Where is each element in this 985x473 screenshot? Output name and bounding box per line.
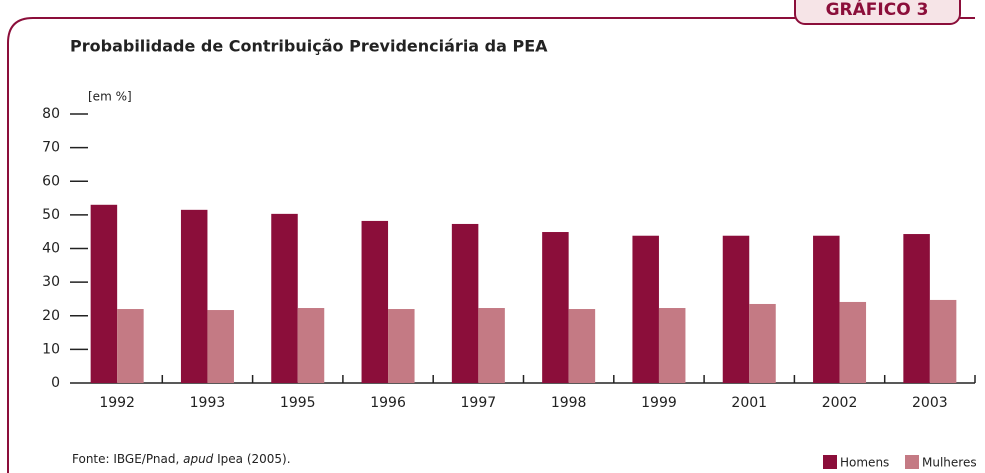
bar	[839, 301, 867, 383]
y-tick-label: 30	[42, 274, 60, 290]
bar	[813, 235, 840, 383]
bar	[207, 310, 234, 383]
x-tick-label: 1996	[370, 395, 406, 411]
source-text: Ipea (2005).	[213, 452, 290, 466]
legend-swatch	[905, 455, 919, 469]
bar	[722, 235, 750, 383]
tab	[794, 0, 961, 25]
y-tick-label: 40	[42, 241, 60, 257]
x-tick-label: 1995	[280, 395, 316, 411]
x-tick-label: 2001	[731, 395, 767, 411]
y-tick-label: 50	[42, 207, 60, 223]
frame	[7, 17, 975, 473]
source: Fonte: IBGE/Pnad, apud Ipea (2005).	[72, 452, 291, 466]
x-tick-label: 1998	[551, 395, 587, 411]
bar	[632, 235, 659, 383]
y-tick-label: 20	[42, 308, 60, 324]
tab-label: GRÁFICO 3	[826, 0, 929, 20]
y-tick-label: 80	[42, 106, 60, 122]
x-tick-label: 1999	[641, 395, 677, 411]
chart-title: Probabilidade de Contribuição Previdenci…	[70, 37, 548, 56]
legend-swatch	[823, 455, 837, 469]
y-tick-label: 70	[42, 140, 60, 156]
x-tick-label: 1993	[190, 395, 226, 411]
legend-label: Mulheres	[922, 456, 977, 470]
bar	[903, 234, 930, 383]
x-tick-label: 1992	[99, 395, 135, 411]
bar	[361, 220, 389, 383]
x-tick-label: 2003	[912, 395, 948, 411]
source-text: Fonte: IBGE/Pnad,	[72, 452, 183, 466]
legend-label: Homens	[840, 456, 889, 470]
bar	[271, 213, 298, 383]
bar	[297, 308, 325, 383]
bar	[388, 309, 415, 383]
bar	[542, 232, 569, 383]
bar	[568, 309, 596, 383]
bar	[451, 223, 479, 383]
y-tick-label: 0	[51, 375, 60, 391]
y-unit: [em %]	[88, 90, 132, 104]
bar	[117, 309, 144, 383]
y-tick-label: 60	[42, 173, 60, 189]
x-tick-label: 2002	[822, 395, 858, 411]
bar	[658, 308, 686, 383]
bar	[929, 299, 957, 383]
bar	[180, 209, 208, 383]
bar	[90, 204, 118, 383]
y-tick-label: 10	[42, 341, 60, 357]
x-tick-label: 1997	[461, 395, 497, 411]
source-text: apud	[183, 452, 214, 466]
bar	[478, 308, 505, 383]
bar	[749, 303, 776, 383]
